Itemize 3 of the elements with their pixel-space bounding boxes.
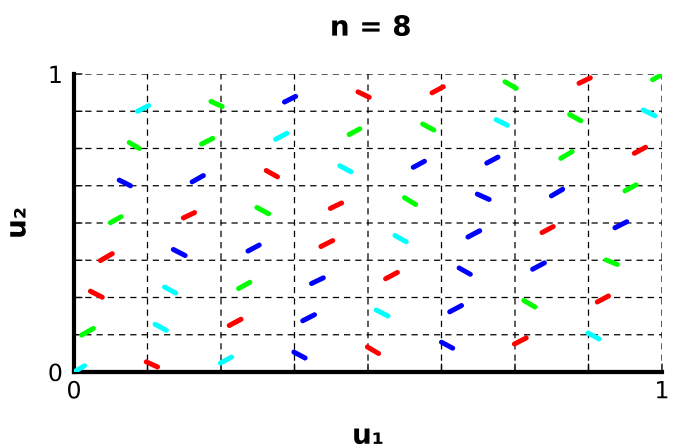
chart-title: n = 8 [332,15,410,36]
y-axis-title: u₂ [10,208,26,237]
x-axis-title: u₁ [354,428,382,444]
